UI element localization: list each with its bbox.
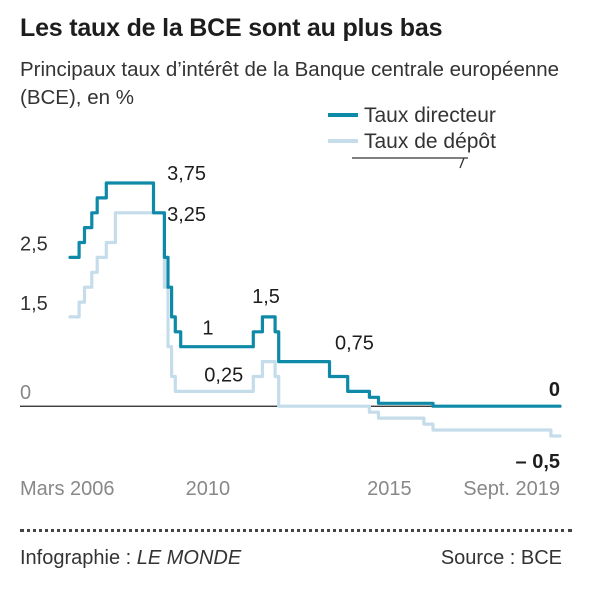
y-tick-label: 0 <box>20 382 31 404</box>
footer-divider <box>20 529 572 532</box>
data-labels: 3,75 1 1,5 0,75 0 3,25 0,25 – 0,5 <box>167 163 560 473</box>
x-tick-label: Mars 2006 <box>20 478 115 500</box>
axes: 2,5 1,5 0 Mars 2006 2010 2015 Sept. 2019 <box>20 233 560 500</box>
legend: Taux directeur Taux de dépôt <box>328 104 496 169</box>
legend-label-directeur: Taux directeur <box>364 104 496 127</box>
data-label: 1 <box>202 318 213 340</box>
credit-prefix: Infographie : <box>20 547 137 569</box>
x-tick-label: 2015 <box>367 478 412 500</box>
credit-name: LE MONDE <box>136 547 242 569</box>
data-label: 1,5 <box>252 286 280 308</box>
data-label: 3,25 <box>167 204 206 226</box>
series-line-taux-directeur <box>68 181 562 408</box>
legend-label-depot: Taux de dépôt <box>364 130 496 153</box>
x-tick-label: 2010 <box>186 478 231 500</box>
chart-subtitle: Principaux taux d’intérêt de la Banque c… <box>20 58 560 109</box>
series-line-taux-depot <box>68 211 562 438</box>
data-label: 0,25 <box>204 364 243 386</box>
chart-title: Les taux de la BCE sont au plus bas <box>20 14 443 42</box>
chart-area: Taux directeur Taux de dépôt 2,5 1,5 0 Mars… <box>20 104 562 500</box>
x-tick-label: Sept. 2019 <box>463 478 560 500</box>
data-label: 0 <box>549 379 560 401</box>
data-label: 3,75 <box>167 163 206 185</box>
source: Source : BCE <box>440 547 562 569</box>
series-lines <box>68 181 562 438</box>
data-label: 0,75 <box>335 333 374 355</box>
y-tick-label: 2,5 <box>20 233 48 255</box>
y-tick-label: 1,5 <box>20 293 48 315</box>
data-label: – 0,5 <box>516 451 560 473</box>
credit: Infographie : LE MONDE <box>20 547 241 570</box>
legend-pointer <box>352 157 468 169</box>
